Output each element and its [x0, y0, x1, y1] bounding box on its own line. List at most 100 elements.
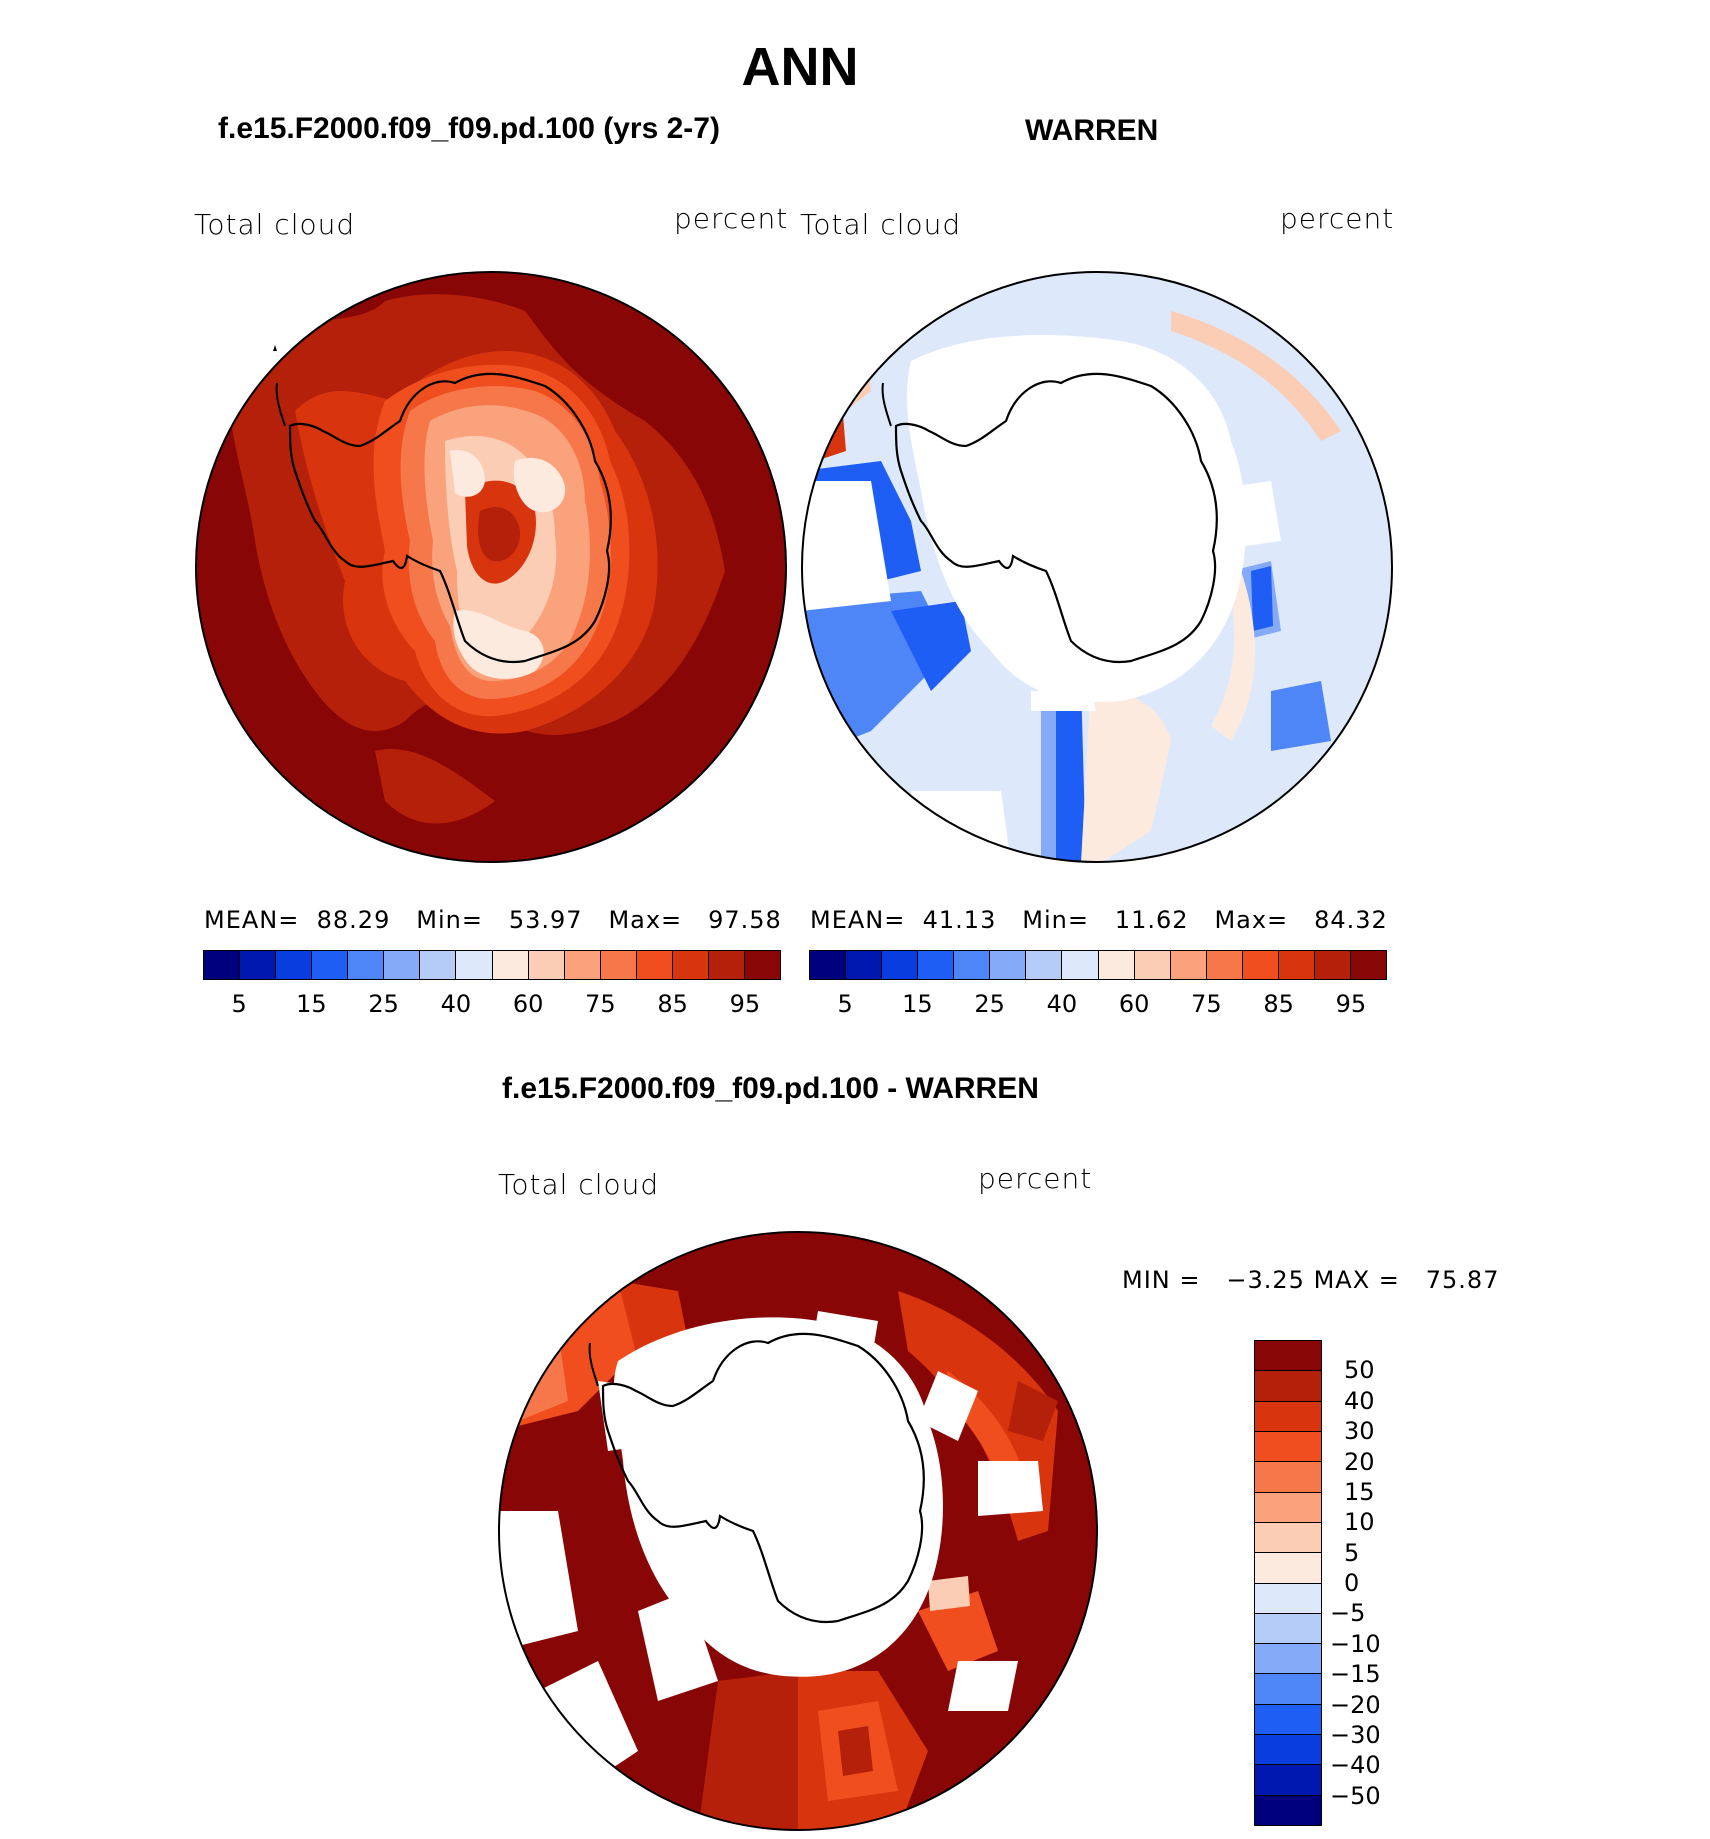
colorbar-tick-label: 60 [512, 990, 544, 1018]
colorbar-swatch [1170, 951, 1207, 979]
colorbar-swatch [1255, 1462, 1321, 1493]
colorbar-tick-label: −15 [1330, 1660, 1381, 1689]
left-stats: MEAN= 88.29 Min= 53.97 Max= 97.58 [204, 906, 782, 934]
diff-colorbar [1254, 1340, 1322, 1826]
colorbar-tick-label: −20 [1330, 1690, 1381, 1719]
colorbar-tick-label: −40 [1330, 1751, 1381, 1780]
colorbar-swatch [600, 951, 637, 979]
colorbar-swatch [1255, 1553, 1321, 1584]
right-min-label: Min= [1022, 906, 1089, 934]
diff-min-label: MIN = [1122, 1266, 1201, 1294]
right-max-label: Max= [1214, 906, 1289, 934]
colorbar-tick-label: 85 [1263, 990, 1294, 1018]
left-min-value: 53.97 [508, 906, 583, 934]
colorbar-swatch [240, 951, 277, 979]
colorbar-swatch [456, 951, 493, 979]
colorbar-swatch [1255, 1674, 1321, 1705]
colorbar-swatch [954, 951, 991, 979]
colorbar-swatch [348, 951, 385, 979]
colorbar-tick-label: 20 [1344, 1447, 1375, 1476]
colorbar-tick-label: 75 [1191, 990, 1222, 1018]
colorbar-swatch [1026, 951, 1063, 979]
colorbar-swatch [528, 951, 565, 979]
colorbar-swatch [918, 951, 955, 979]
right-stats: MEAN= 41.13 Min= 11.62 Max= 84.32 [810, 906, 1388, 934]
colorbar-tick-label: 40 [1046, 990, 1078, 1018]
colorbar-swatch [1255, 1795, 1321, 1825]
right-variable-label: Total cloud [800, 208, 962, 241]
diff-min-value: −3.25 [1226, 1266, 1305, 1294]
colorbar-swatch [744, 951, 780, 979]
colorbar-tick-label: 85 [657, 990, 688, 1018]
left-mean-value: 88.29 [316, 906, 391, 934]
left-min-label: Min= [416, 906, 483, 934]
colorbar-swatch [708, 951, 745, 979]
colorbar-swatch [492, 951, 529, 979]
left-max-value: 97.58 [708, 906, 782, 934]
colorbar-swatch [1062, 951, 1099, 979]
diff-map [498, 1231, 1098, 1831]
colorbar-tick-label: 5 [837, 990, 853, 1018]
colorbar-tick-label: 15 [1344, 1477, 1375, 1506]
right-mean-value: 41.13 [922, 906, 997, 934]
colorbar-tick-label: 10 [1344, 1508, 1375, 1537]
colorbar-swatch [276, 951, 313, 979]
colorbar-swatch [1255, 1401, 1321, 1432]
diff-stats: MIN = −3.25 MAX = 75.87 [1122, 1266, 1499, 1294]
colorbar-swatch [636, 951, 673, 979]
colorbar-tick-label: −5 [1330, 1599, 1366, 1628]
colorbar-swatch [1255, 1644, 1321, 1675]
page-title: ANN [741, 37, 859, 97]
left-variable-label: Total cloud [194, 208, 356, 241]
colorbar-tick-label: 25 [368, 990, 399, 1018]
colorbar-tick-label: 15 [296, 990, 327, 1018]
colorbar-tick-label: 15 [902, 990, 933, 1018]
colorbar-swatch [1314, 951, 1351, 979]
right-mean-label: MEAN= [810, 906, 906, 934]
colorbar-swatch [384, 951, 421, 979]
right-colorbar [809, 950, 1387, 980]
diff-case-title: f.e15.F2000.f09_f09.pd.100 - WARREN [502, 1072, 1039, 1105]
colorbar-tick-label: −30 [1330, 1720, 1381, 1749]
colorbar-tick-label: 75 [585, 990, 616, 1018]
colorbar-tick-label: 40 [1344, 1386, 1375, 1415]
right-units-label: percent [1280, 202, 1395, 235]
colorbar-swatch [1255, 1765, 1321, 1796]
colorbar-swatch [1278, 951, 1315, 979]
colorbar-swatch [990, 951, 1027, 979]
diff-colorbar-ticks: 50 40 30 20 15 10 5 0 −5 −10 −15 −20 −30 −40 −50 [1330, 1340, 1430, 1826]
colorbar-tick-label: 95 [729, 990, 761, 1018]
diff-variable-label: Total cloud [498, 1168, 660, 1201]
colorbar-swatch [1098, 951, 1135, 979]
colorbar-swatch [420, 951, 457, 979]
colorbar-tick-label: 0 [1344, 1569, 1360, 1597]
left-units-label: percent [674, 202, 789, 235]
colorbar-swatch [1242, 951, 1279, 979]
colorbar-swatch [1255, 1583, 1321, 1614]
colorbar-swatch [882, 951, 919, 979]
left-map [195, 271, 787, 863]
diff-units-label: percent [978, 1162, 1093, 1195]
colorbar-swatch [1255, 1522, 1321, 1554]
right-map [801, 271, 1393, 863]
colorbar-tick-label: −10 [1330, 1629, 1381, 1658]
colorbar-swatch [1255, 1613, 1321, 1645]
colorbar-tick-label: −50 [1330, 1781, 1381, 1810]
colorbar-swatch [1255, 1431, 1321, 1463]
right-case-title: WARREN [1025, 114, 1159, 147]
colorbar-swatch [810, 951, 847, 979]
colorbar-tick-label: 50 [1344, 1356, 1375, 1385]
colorbar-tick-label: 5 [1344, 1538, 1360, 1567]
colorbar-swatch [312, 951, 349, 979]
left-case-title: f.e15.F2000.f09_f09.pd.100 (yrs 2-7) [218, 112, 720, 145]
left-colorbar-ticks: 5 15 25 40 60 75 85 95 [203, 990, 781, 1020]
colorbar-swatch [672, 951, 709, 979]
colorbar-tick-label: 95 [1335, 990, 1367, 1018]
colorbar-tick-label: 25 [974, 990, 1005, 1018]
colorbar-tick-label: 40 [440, 990, 472, 1018]
diff-max-label: MAX = [1313, 1266, 1400, 1294]
right-min-value: 11.62 [1114, 906, 1189, 934]
colorbar-swatch [204, 951, 241, 979]
colorbar-swatch [1255, 1735, 1321, 1766]
colorbar-swatch [564, 951, 601, 979]
